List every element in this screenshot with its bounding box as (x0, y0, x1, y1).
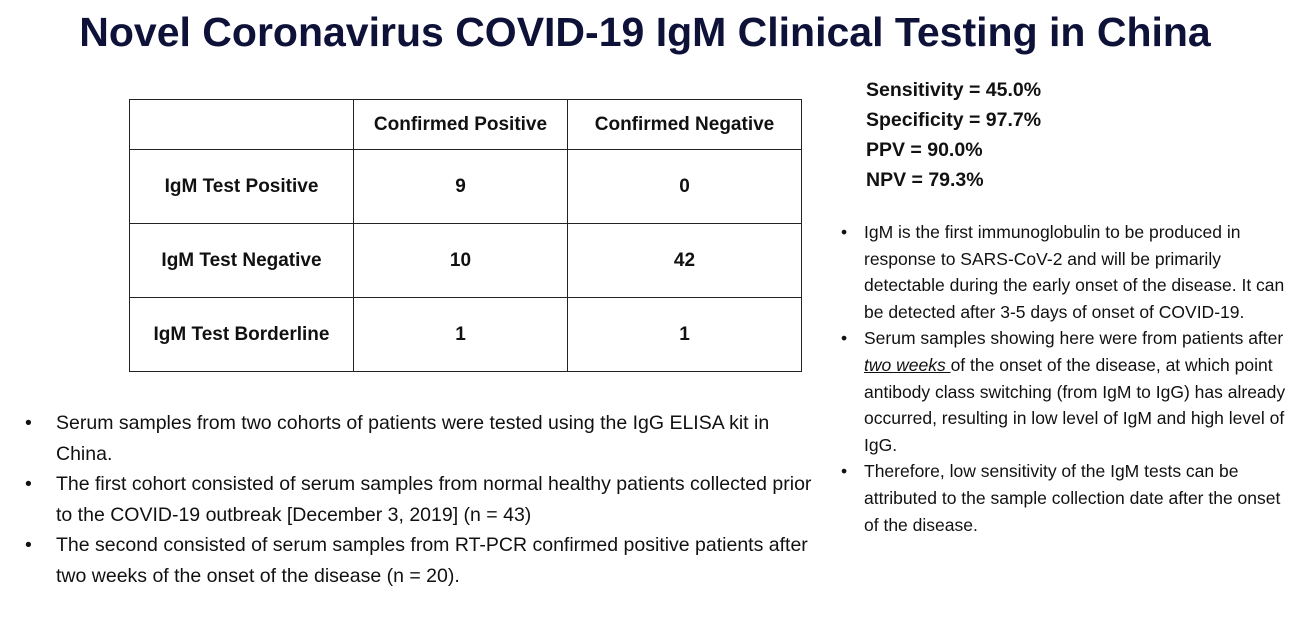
statistics-panel: Sensitivity = 45.0% Specificity = 97.7% … (866, 75, 1041, 195)
bullet-icon: • (841, 328, 848, 349)
cell-confirmed-negative: 42 (567, 223, 802, 298)
bullet-icon: • (841, 461, 848, 482)
table-header-confirmed-negative: Confirmed Negative (567, 99, 802, 150)
bullet-text: The first cohort consisted of serum samp… (56, 473, 812, 526)
row-label: IgM Test Borderline (129, 297, 354, 372)
table-row: IgM Test Positive 9 0 (129, 149, 802, 224)
bullet-icon: • (25, 534, 32, 556)
list-item: • The first cohort consisted of serum sa… (25, 469, 825, 530)
right-bullet-list: • IgM is the first immunoglobulin to be … (841, 219, 1291, 538)
list-item: • Serum samples showing here were from p… (841, 325, 1291, 458)
bullet-text: of the onset of the disease, at which po… (864, 354, 1286, 455)
table-header-confirmed-positive: Confirmed Positive (353, 99, 568, 150)
bullet-icon: • (25, 412, 32, 434)
list-item: • Therefore, low sensitivity of the IgM … (841, 458, 1291, 538)
table-row: IgM Test Borderline 1 1 (129, 297, 802, 372)
row-label: IgM Test Negative (129, 223, 354, 298)
list-item: • The second consisted of serum samples … (25, 530, 825, 591)
cell-confirmed-negative: 0 (567, 149, 802, 224)
left-bullet-list: • Serum samples from two cohorts of pati… (25, 408, 825, 591)
bullet-text: Serum samples from two cohorts of patien… (56, 412, 770, 465)
bullet-text: Therefore, low sensitivity of the IgM te… (864, 461, 1281, 535)
contingency-table: Confirmed Positive Confirmed Negative Ig… (129, 99, 802, 372)
cell-confirmed-positive: 10 (353, 223, 568, 298)
bullet-text: Serum samples showing here were from pat… (864, 328, 1284, 349)
stat-npv: NPV = 79.3% (866, 169, 984, 191)
cell-confirmed-positive: 1 (353, 297, 568, 372)
table-header-row: Confirmed Positive Confirmed Negative (129, 99, 802, 150)
stat-ppv: PPV = 90.0% (866, 139, 983, 161)
list-item: • IgM is the first immunoglobulin to be … (841, 219, 1291, 325)
table-row: IgM Test Negative 10 42 (129, 223, 802, 298)
bullet-text: The second consisted of serum samples fr… (56, 534, 808, 587)
page-title: Novel Coronavirus COVID-19 IgM Clinical … (79, 9, 1211, 55)
cell-confirmed-negative: 1 (567, 297, 802, 372)
table-header-corner (129, 99, 354, 150)
bullet-icon: • (25, 473, 32, 495)
cell-confirmed-positive: 9 (353, 149, 568, 224)
bullet-icon: • (841, 222, 848, 242)
stat-specificity: Specificity = 97.7% (866, 109, 1042, 131)
stat-sensitivity: Sensitivity = 45.0% (866, 79, 1042, 101)
emphasized-text: two weeks (864, 354, 951, 375)
row-label: IgM Test Positive (129, 149, 354, 224)
list-item: • Serum samples from two cohorts of pati… (25, 408, 825, 469)
bullet-text: IgM is the first immunoglobulin to be pr… (864, 222, 1285, 322)
